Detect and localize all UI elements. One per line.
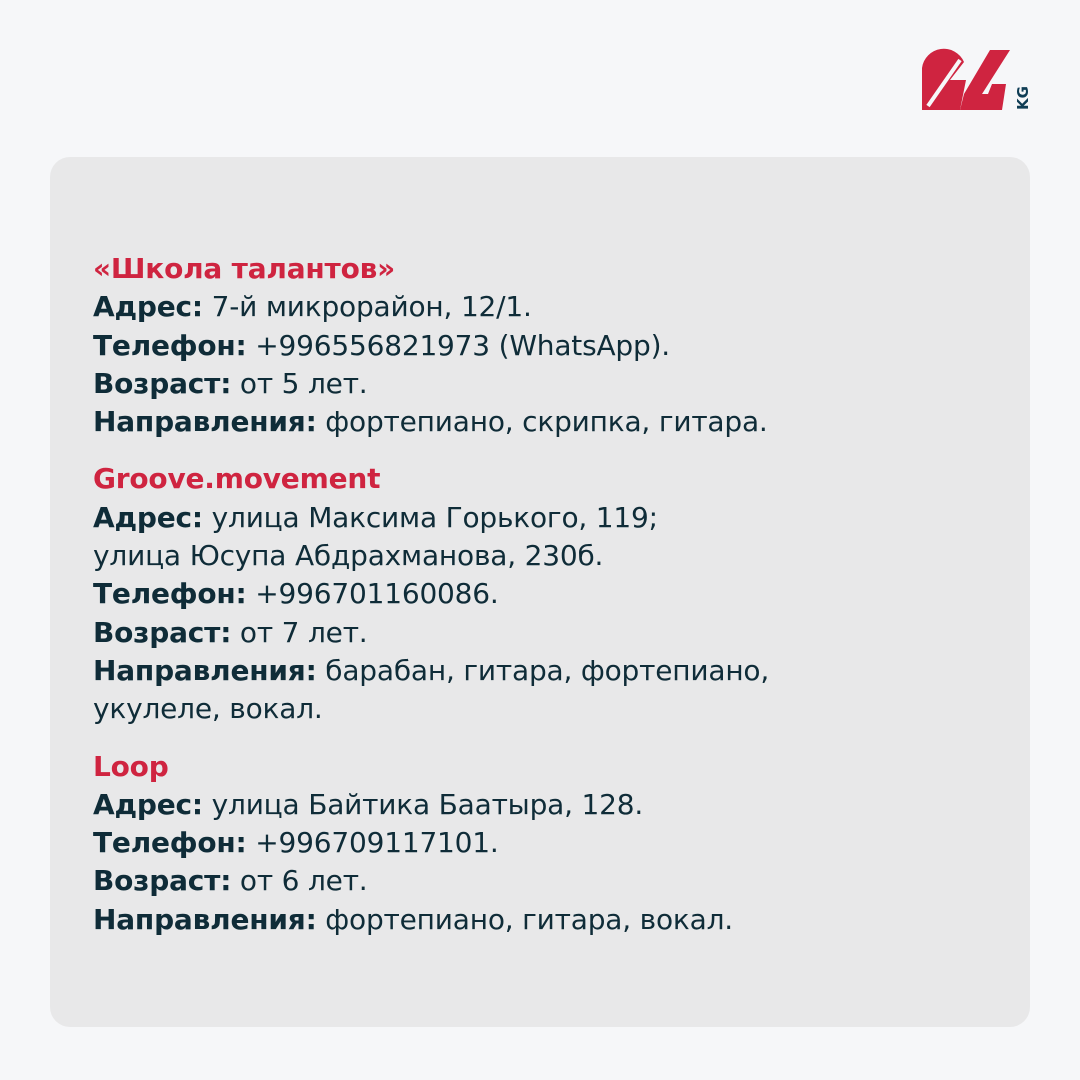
address-line-2: улица Юсупа Абдрахманова, 230б. [93,539,604,573]
address-label: Адрес: [93,290,203,324]
directions-label: Направления: [93,902,317,936]
schools-list: «Школа талантов» Адрес: 7-й микрорайон, … [93,250,993,958]
school-title: «Школа талантов» [93,252,396,285]
phone-value: +996701160086. [246,577,499,611]
phone-label: Телефон: [93,577,247,611]
phone-value: +996556821973 (WhatsApp). [246,328,671,362]
age-line: Возраст: от 6 лет. [93,862,993,900]
phone-line: Телефон: +996701160086. [93,575,993,613]
age-value: от 6 лет. [231,864,368,898]
age-label: Возраст: [93,864,232,898]
directions-line: Направления: барабан, гитара, фортепиано… [93,652,993,690]
address-line: Адрес: улица Байтика Баатыра, 128. [93,786,993,824]
directions-line: Направления: фортепиано, гитара, вокал. [93,901,993,939]
address-value: улица Байтика Баатыра, 128. [202,787,644,821]
age-line: Возраст: от 7 лет. [93,614,993,652]
directions-label: Направления: [93,405,317,439]
phone-label: Телефон: [93,826,247,860]
directions-label: Направления: [93,653,317,687]
age-line: Возраст: от 5 лет. [93,365,993,403]
school-section: Groove.movement Адрес: улица Максима Гор… [93,460,993,728]
age-value: от 7 лет. [231,615,368,649]
school-section: «Школа талантов» Адрес: 7-й микрорайон, … [93,250,993,441]
age-label: Возраст: [93,615,232,649]
svg-text:KG: KG [1014,86,1032,110]
address-label: Адрес: [93,787,203,821]
directions-value: барабан, гитара, фортепиано, [316,653,770,687]
address-line: Адрес: улица Максима Горького, 119; [93,499,993,537]
phone-value: +996709117101. [246,826,499,860]
school-title: Groove.movement [93,462,381,496]
phone-label: Телефон: [93,328,247,362]
phone-line: Телефон: +996709117101. [93,824,993,862]
address-value: 7-й микрорайон, 12/1. [202,290,532,324]
address-value: улица Максима Горького, 119; [202,500,658,534]
phone-line: Телефон: +996556821973 (WhatsApp). [93,327,993,365]
address-label: Адрес: [93,500,203,534]
info-card [50,157,1030,1027]
school-title: Loop [93,749,169,783]
age-value: от 5 лет. [231,366,368,400]
school-section: Loop Адрес: улица Байтика Баатыра, 128. … [93,748,993,939]
directions-value: фортепиано, гитара, вокал. [316,902,733,936]
directions-value: фортепиано, скрипка, гитара. [316,405,768,439]
24kg-logo: KG [920,46,1035,116]
address-line: Адрес: 7-й микрорайон, 12/1. [93,288,993,326]
directions-line: Направления: фортепиано, скрипка, гитара… [93,403,993,441]
directions-line-2: укулеле, вокал. [93,692,323,726]
age-label: Возраст: [93,366,232,400]
